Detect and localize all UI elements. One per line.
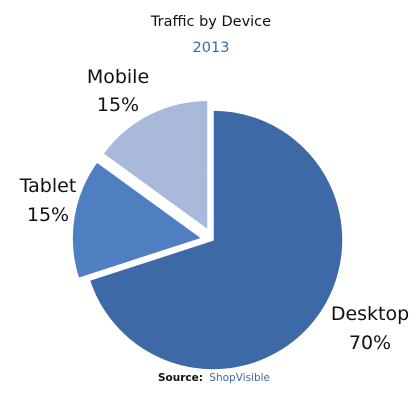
chart-title: Traffic by Device	[150, 14, 271, 30]
source-note: Source: ShopVisible	[158, 372, 270, 384]
pie-slices	[71, 99, 344, 371]
chart-subtitle: 2013	[193, 40, 230, 56]
slice-value-desktop: 70%	[349, 332, 391, 354]
pie-slice-tablet	[71, 160, 204, 280]
source-value: ShopVisible	[209, 372, 270, 384]
slice-label-tablet: Tablet	[19, 175, 77, 197]
slice-value-mobile: 15%	[97, 94, 139, 116]
pie-slice-desktop	[88, 109, 344, 371]
slice-value-tablet: 15%	[27, 204, 69, 226]
slice-label-mobile: Mobile	[87, 66, 149, 88]
pie-slice-mobile	[101, 99, 209, 232]
slice-label-desktop: Desktop	[331, 303, 409, 325]
source-label: Source:	[158, 372, 203, 384]
